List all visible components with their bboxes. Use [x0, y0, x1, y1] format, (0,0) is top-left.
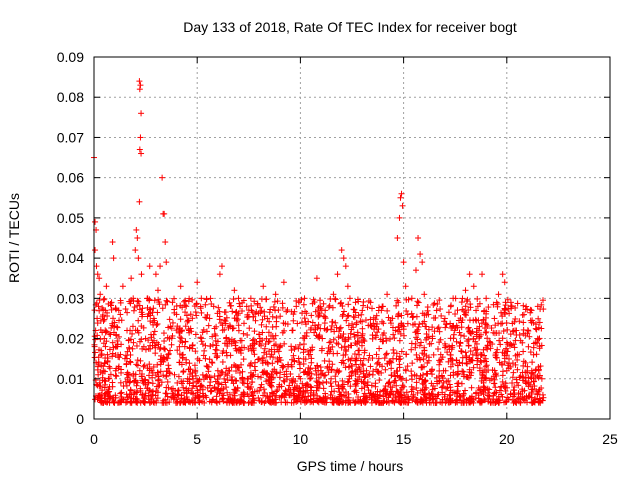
noise-layer: [91, 295, 547, 406]
grid: [94, 57, 610, 419]
chart-title: Day 133 of 2018, Rate Of TEC Index for r…: [183, 19, 517, 35]
